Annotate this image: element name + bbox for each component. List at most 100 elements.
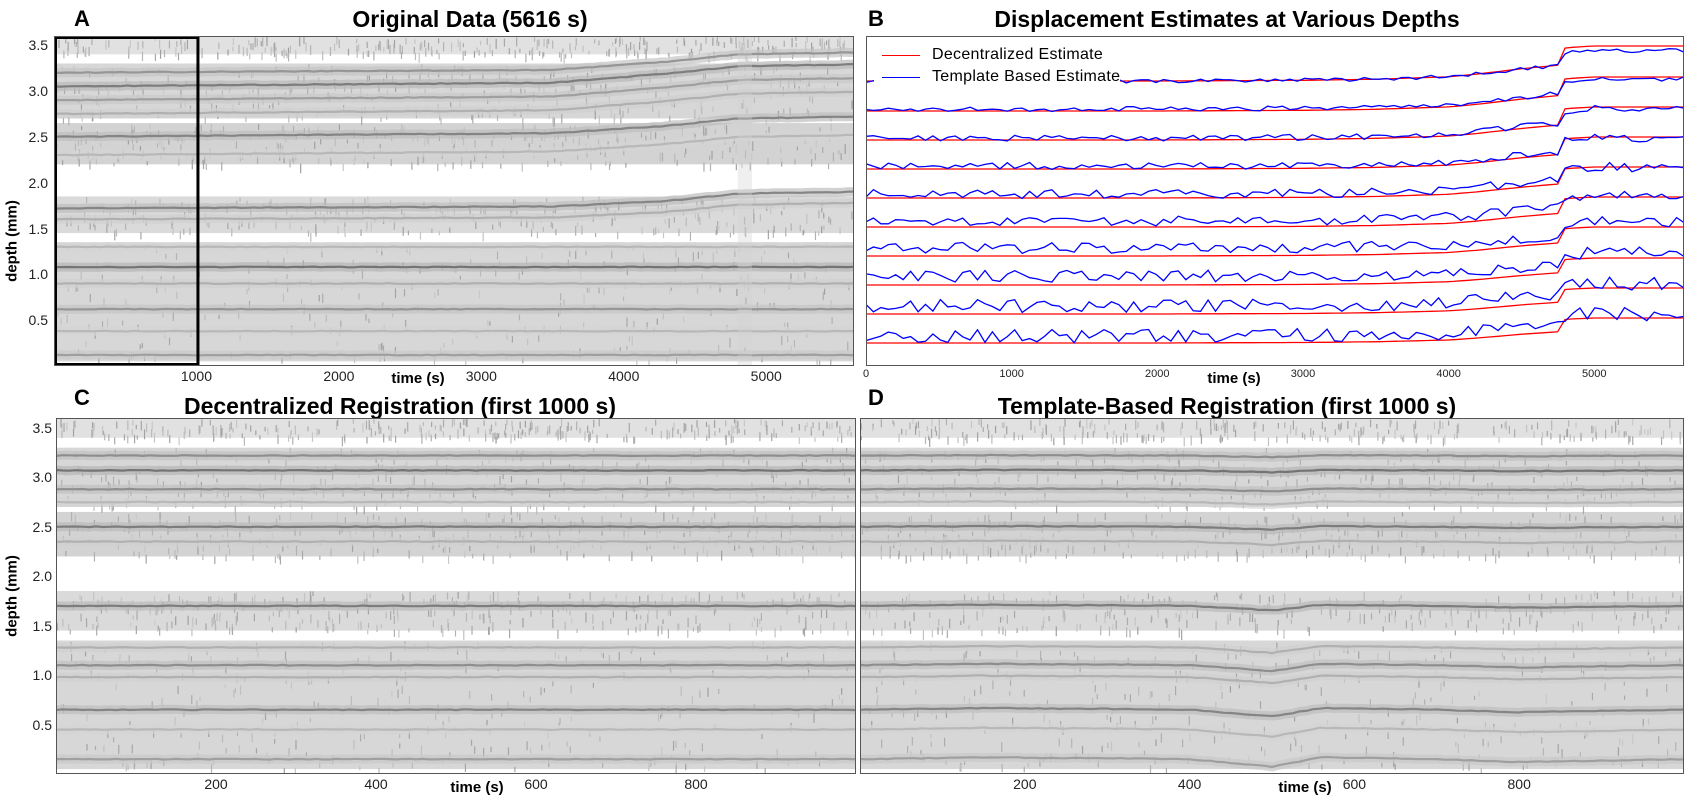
decentralized-estimate-line: [866, 196, 1684, 228]
panel-a-heatmap: [54, 36, 854, 366]
unit-band: [56, 540, 856, 544]
panel-b-x-tick: 5000: [1582, 368, 1607, 380]
legend-swatch-blue: [882, 76, 920, 78]
unit-band: [54, 90, 854, 116]
unit-band: [54, 51, 854, 75]
panel-a-letter: A: [74, 6, 90, 31]
panel-b-x-tick: 3000: [1290, 368, 1316, 380]
unit-band: [860, 539, 1684, 547]
panel-a-y-tick: 1.5: [28, 220, 48, 237]
panel-c-x-tick: 600: [524, 776, 548, 792]
plot-frame: [54, 36, 854, 366]
recording-discontinuity: [737, 36, 753, 366]
template-estimate-line: [866, 190, 1684, 227]
panel-c-y-tick: 1.5: [32, 617, 52, 634]
panel-b-x-tick: 0: [862, 368, 870, 380]
panel-a-title: Original Data (5616 s): [352, 6, 588, 32]
panel-c-y-tick: 2.5: [32, 518, 52, 535]
panel-a-x-tick: 4000: [608, 368, 640, 384]
panel-b-xlabel: time (s): [1207, 370, 1261, 387]
legend-item-template: Template Based Estimate: [874, 66, 1120, 88]
unit-band: [860, 524, 1684, 531]
decentralized-estimate-line: [866, 76, 1684, 112]
panel-d-title: Template-Based Registration (first 1000 …: [997, 393, 1457, 419]
panel-c-y-tick: 3.0: [32, 469, 52, 486]
panel-b-line-chart: [866, 36, 1684, 366]
plot-frame: [860, 418, 1684, 774]
panel-a-y-tick: 3.5: [28, 37, 48, 54]
highlight-window-box: [54, 36, 200, 366]
template-estimate-line: [866, 276, 1684, 314]
unit-band: [54, 245, 854, 249]
panel-a-x-tick: 3000: [465, 368, 497, 384]
template-estimate-line: [866, 161, 1684, 200]
tissue-background-region: [56, 591, 856, 631]
tissue-background-region: [56, 511, 856, 557]
panel-b-x-tick: 1000: [999, 368, 1024, 380]
unit-band: [56, 727, 856, 732]
unit-band: [56, 500, 856, 504]
panel-d-x-tick: 600: [1342, 776, 1367, 792]
unit-band: [54, 133, 854, 157]
panel-c-x-tick: 800: [684, 776, 708, 792]
line-plot-background: [866, 36, 1684, 366]
panel-d-xlabel: time (s): [1278, 779, 1332, 796]
panel-a-y-tick: 2.0: [28, 174, 48, 191]
unit-band: [860, 499, 1684, 506]
panel-c-x-tick: 400: [364, 776, 388, 792]
tissue-background-region: [860, 418, 1684, 438]
plot-frame: [866, 36, 1684, 366]
panel-b-x-tick: 4000: [1436, 368, 1461, 380]
unit-band: [860, 644, 1684, 655]
unit-band: [860, 755, 1684, 769]
panel-a-y-tick: 0.5: [28, 312, 48, 329]
decentralized-estimate-line: [866, 257, 1684, 286]
template-estimate-line: [866, 246, 1684, 283]
panel-c-y-tick: 1.0: [32, 667, 52, 684]
tissue-background-region: [54, 36, 854, 55]
legend-swatch-red: [882, 54, 920, 56]
unit-band: [860, 662, 1684, 673]
panel-d-letter: D: [868, 385, 884, 410]
unit-band: [54, 63, 854, 88]
decentralized-estimate-line: [866, 317, 1684, 344]
unit-band: [860, 674, 1684, 685]
panel-a-x-tick: 5000: [750, 368, 782, 384]
decentralized-estimate-line: [866, 166, 1684, 199]
legend-item-decentralized: Decentralized Estimate: [874, 44, 1120, 66]
tissue-background-region: [54, 242, 854, 362]
panel-a-x-tick: 2000: [323, 368, 355, 384]
panel-d-heatmap: [860, 418, 1684, 774]
unit-band: [56, 525, 856, 529]
panel-c-x-tick: 200: [204, 776, 228, 792]
decentralized-estimate-line: [866, 287, 1684, 315]
template-estimate-line: [866, 76, 1684, 113]
unit-band: [54, 307, 854, 311]
panel-d-x-tick: 400: [1177, 776, 1202, 792]
panel-b-letter: B: [868, 6, 884, 31]
template-estimate-line: [866, 215, 1684, 255]
template-estimate-line: [866, 306, 1684, 344]
panel-a-y-tick: 2.5: [28, 128, 48, 145]
decentralized-estimate-line: [866, 226, 1684, 257]
unit-band: [54, 201, 854, 221]
panel-c-heatmap: [56, 418, 856, 774]
plot-frame: [56, 418, 856, 774]
legend-label-decentralized: Decentralized Estimate: [932, 46, 1104, 63]
unit-band: [56, 604, 856, 608]
unit-band: [54, 115, 854, 138]
unit-band: [56, 757, 856, 761]
unit-band: [56, 708, 856, 712]
template-estimate-line: [866, 133, 1684, 171]
panel-a-y-tick: 1.0: [28, 266, 48, 283]
panel-b-title: Displacement Estimates at Various Depths: [994, 6, 1460, 32]
panel-c-title: Decentralized Registration (first 1000 s…: [183, 393, 617, 419]
template-estimate-line: [866, 104, 1684, 142]
panel-d-x-tick: 200: [1013, 776, 1037, 792]
panel-c-ylabel: depth (mm): [3, 555, 21, 637]
panel-b-x-tick: 2000: [1145, 368, 1170, 380]
panel-c-y-tick: 0.5: [32, 716, 52, 733]
unit-band: [54, 353, 854, 357]
panel-a-xlabel: time (s): [391, 370, 445, 387]
panel-b-legend: Decentralized Estimate Template Based Es…: [874, 44, 1121, 88]
